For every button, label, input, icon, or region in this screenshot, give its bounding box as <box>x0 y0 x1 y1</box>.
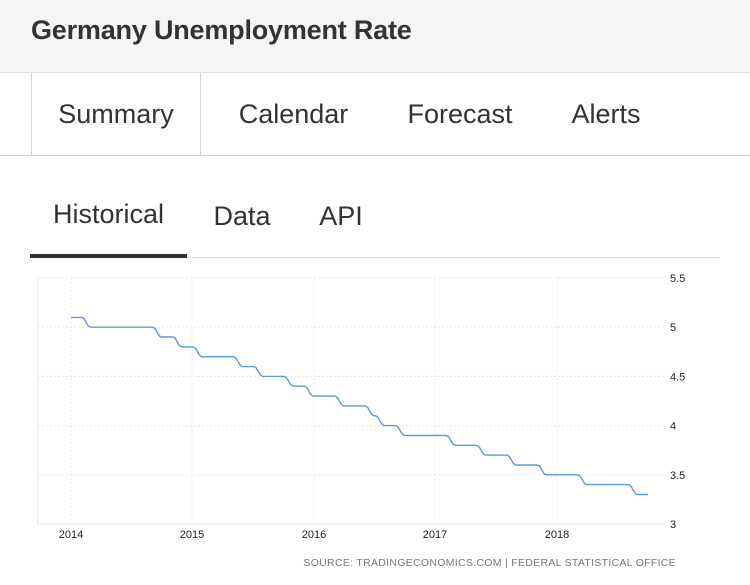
data-point <box>425 435 426 436</box>
data-point <box>455 445 456 446</box>
data-point <box>617 484 618 485</box>
y-tick-label: 3.5 <box>670 470 685 482</box>
unemployment-chart: 5.5 5 4.5 4 3.5 3 2014 2015 2016 2017 2018 SOURCE: … <box>30 266 720 585</box>
data-point <box>324 396 325 397</box>
data-point <box>141 327 142 328</box>
y-tick-label: 3 <box>670 519 676 531</box>
data-point <box>394 425 395 426</box>
x-tick-label: 2016 <box>302 529 326 541</box>
data-point <box>334 396 335 397</box>
data-point <box>587 484 588 485</box>
data-point <box>364 405 365 406</box>
data-point <box>121 327 122 328</box>
data-point <box>607 484 608 485</box>
data-point <box>182 346 183 347</box>
data-point <box>81 317 82 318</box>
data-point <box>496 455 497 456</box>
y-tick-label: 4.5 <box>670 371 685 383</box>
data-point <box>627 484 628 485</box>
tab-summary[interactable]: Summary <box>31 73 201 155</box>
data-point <box>111 327 112 328</box>
data-point <box>172 336 173 337</box>
data-point <box>415 435 416 436</box>
y-tick-label: 5 <box>670 322 676 334</box>
data-point <box>648 494 649 495</box>
data-point <box>546 474 547 475</box>
app-header: Germany Unemployment Rate <box>0 0 750 73</box>
data-point <box>212 356 213 357</box>
x-tick-label: 2014 <box>59 529 83 541</box>
data-point <box>202 356 203 357</box>
data-point <box>637 494 638 495</box>
page-title: Germany Unemployment Rate <box>31 15 412 45</box>
data-point <box>556 474 557 475</box>
data-point <box>597 484 598 485</box>
sub-tab-bar: Historical Data API <box>30 186 720 258</box>
subtab-api[interactable]: API <box>319 200 363 231</box>
data-point <box>445 435 446 436</box>
subtab-historical[interactable]: Historical <box>30 186 187 258</box>
x-tick-label: 2017 <box>423 529 447 541</box>
data-point <box>577 474 578 475</box>
data-point <box>475 445 476 446</box>
data-point <box>405 435 406 436</box>
x-tick-label: 2018 <box>545 529 569 541</box>
data-point <box>253 366 254 367</box>
data-point <box>283 376 284 377</box>
tab-alerts[interactable]: Alerts <box>571 98 641 129</box>
y-tick-label: 5.5 <box>670 273 685 285</box>
x-tick-label: 2015 <box>180 529 204 541</box>
chart-source-label: SOURCE: TRADINGECONOMICS.COM | FEDERAL S… <box>303 557 676 569</box>
data-point <box>91 327 92 328</box>
data-point <box>273 376 274 377</box>
tab-calendar[interactable]: Calendar <box>238 98 349 129</box>
data-point <box>435 435 436 436</box>
subtab-data[interactable]: Data <box>213 200 271 231</box>
data-point <box>516 464 517 465</box>
data-point <box>536 464 537 465</box>
data-point <box>486 455 487 456</box>
data-point <box>354 405 355 406</box>
data-point <box>151 327 152 328</box>
data-point <box>131 327 132 328</box>
data-point <box>303 386 304 387</box>
data-point <box>465 445 466 446</box>
data-point <box>313 396 314 397</box>
data-point <box>243 366 244 367</box>
data-point <box>162 336 163 337</box>
data-point <box>293 386 294 387</box>
data-point <box>70 317 71 318</box>
series-line <box>71 316 649 496</box>
tab-forecast[interactable]: Forecast <box>407 98 513 129</box>
data-point <box>222 356 223 357</box>
main-tab-bar: Summary Calendar Forecast Alerts <box>0 73 750 156</box>
data-point <box>526 464 527 465</box>
data-point <box>192 346 193 347</box>
y-tick-label: 4 <box>670 421 676 433</box>
data-point <box>344 405 345 406</box>
data-point <box>101 327 102 328</box>
data-point <box>232 356 233 357</box>
data-point <box>263 376 264 377</box>
data-point <box>567 474 568 475</box>
data-point <box>374 415 375 416</box>
data-point <box>384 425 385 426</box>
data-point <box>506 455 507 456</box>
